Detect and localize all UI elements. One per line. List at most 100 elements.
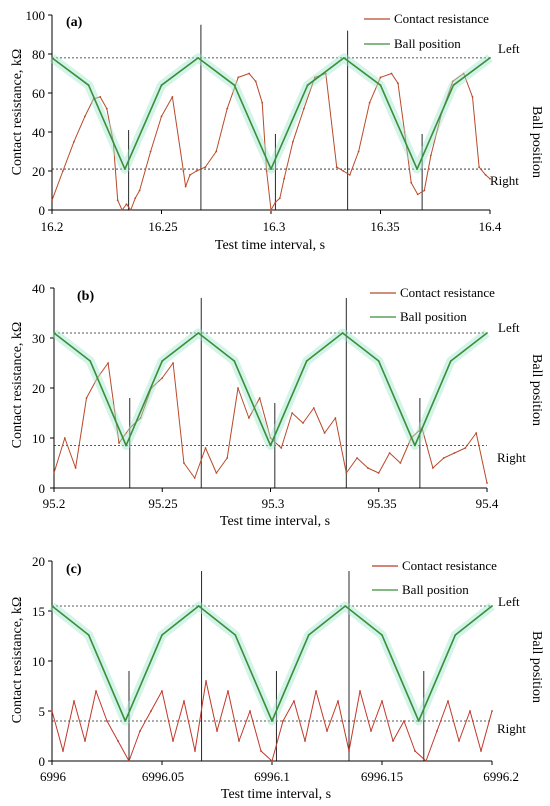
panel-b-xtick-2: 95.3	[262, 496, 285, 511]
panel-b-contact-resistance-point	[323, 432, 326, 434]
panel-c-xtick-1: 6996.05	[142, 769, 184, 784]
panel-a-ball-position-point	[124, 168, 126, 171]
panel-b-contact-resistance-point	[53, 472, 55, 474]
panel-a-contact-resistance-point	[51, 199, 53, 202]
panel-a-contact-resistance-point	[248, 72, 251, 75]
panel-b-contact-resistance-point	[204, 447, 207, 449]
panel-c-xtick-4: 6996.2	[483, 769, 519, 784]
panel-c-xtick-0: 6996	[40, 769, 67, 784]
panel-b-ball-position-point	[449, 360, 452, 362]
panel-a-contact-resistance-point	[160, 115, 163, 118]
panel-a-ball-position-point	[452, 84, 455, 87]
panel-c-contact-resistance-point	[106, 720, 108, 722]
panel-b-legend-resistance: Contact resistance	[400, 285, 495, 300]
panel-c-contact-resistance-point	[425, 760, 427, 762]
panel-a-xlabel: Test time interval, s	[215, 238, 325, 253]
panel-a-contact-resistance-point	[265, 170, 268, 172]
panel-c-contact-resistance-point	[95, 690, 97, 692]
panel-b-ylabel: Contact resistance, kΩ	[10, 322, 25, 449]
panel-b-xtick-1: 95.25	[148, 496, 177, 511]
panel-b-ball-position-point	[197, 332, 200, 334]
panel-c-ylabel: Contact resistance, kΩ	[10, 597, 25, 724]
panel-a-contact-resistance-point	[84, 115, 86, 118]
panel-a-ball-position-point	[379, 84, 382, 87]
panel-c-contact-resistance-point	[359, 690, 361, 692]
panel-c-ytick-1: 5	[39, 704, 46, 719]
panel-c-contact-resistance-point	[414, 750, 416, 752]
panel-a-ref-right-label: Right	[490, 173, 519, 188]
panel-c-ball-position-line	[51, 605, 493, 722]
panel-a-contact-resistance-point	[313, 76, 316, 79]
panel-a-ytick-2: 40	[32, 125, 45, 140]
panel-b-ball-position-point	[89, 360, 92, 362]
panel-b-contact-resistance-point	[388, 452, 391, 454]
panel-b-contact-resistance-point	[183, 462, 185, 464]
panel-a-ball-position-point	[416, 168, 418, 171]
panel-c-ytick-3: 15	[32, 604, 45, 619]
panel-b-contact-resistance-point	[334, 417, 337, 419]
panel-b-contact-resistance-point	[237, 387, 239, 389]
panel-b-contact-resistance-point	[226, 457, 229, 459]
panel-c-contact-resistance-point	[161, 690, 163, 692]
panel-a-xtick-0: 16.2	[41, 219, 64, 234]
panel-a-contact-resistance-point	[195, 170, 198, 172]
panel-a-contact-resistance-point	[416, 193, 419, 196]
panel-c-legend-resistance: Contact resistance	[402, 558, 497, 573]
panel-b-contact-resistance-point	[453, 452, 456, 454]
panel-c-contact-resistance-point	[348, 750, 350, 752]
panel-c-contact-resistance-point	[216, 730, 218, 732]
panel-c-contact-resistance-point	[139, 730, 141, 732]
panel-c-ytick-4: 20	[32, 554, 45, 569]
panel-b-contact-resistance-point	[63, 437, 66, 439]
panel-c-ball-position-point	[271, 720, 273, 722]
panel-c-plot	[48, 560, 495, 765]
panel-a-contact-resistance-point	[397, 82, 399, 85]
panel-a-contact-resistance-point	[215, 150, 218, 153]
panel-a-ball-position-point	[197, 57, 200, 59]
panel-b-xtick-0: 95.2	[43, 496, 66, 511]
panel-b-contact-resistance-point	[356, 457, 358, 459]
panel-a-contact-resistance-point	[226, 107, 229, 110]
panel-b-contact-resistance-point	[312, 407, 315, 409]
panel-a-contact-resistance-point	[403, 131, 406, 133]
panel-c-legend: Contact resistance Ball position	[372, 558, 497, 597]
panel-a-contact-resistance-point	[357, 150, 360, 153]
panel-c-ref-right-label: Right	[497, 721, 526, 736]
panel-c-xtick-2: 6996.1	[254, 769, 290, 784]
panel-c-ball-position-point	[454, 634, 457, 636]
panel-b-ball-position-line	[53, 332, 488, 447]
panel-a-contact-resistance-point	[335, 166, 338, 169]
panel-b-xtick-4: 95.4	[476, 496, 499, 511]
panel-b-ytick-3: 30	[32, 331, 45, 346]
panel-a-right-label: Ball position	[529, 106, 544, 178]
panel-a-contact-resistance-point	[134, 197, 137, 200]
panel-b-ball-position-point	[341, 332, 344, 334]
panel-a-ball-position-point	[160, 84, 163, 87]
panel-a-contact-resistance-point	[489, 177, 491, 180]
panel-a-ytick-4: 80	[32, 47, 45, 62]
panel-a-contact-resistance-point	[116, 199, 119, 202]
panel-b-contact-resistance-point	[367, 467, 369, 469]
panel-c: (c) 0 5 10 15 20 6996 6996.05 6996.1 699…	[10, 554, 544, 802]
panel-a-xtick-4: 16.4	[479, 219, 502, 234]
panel-b-contact-resistance-point	[248, 417, 250, 419]
panel-a-contact-resistance-point	[105, 107, 108, 110]
panel-a-xtick-3: 16.35	[370, 219, 399, 234]
panel-a-ball-position-point	[270, 168, 272, 171]
panel-a: (a) 0 20 40 60 80 100 16.2 16.25 16.3 16…	[10, 8, 544, 253]
panel-a-contact-resistance-point	[451, 80, 454, 83]
panel-b-contact-resistance-point	[118, 442, 120, 444]
panel-b-contact-resistance-point	[475, 432, 478, 434]
panel-c-contact-resistance-point	[436, 730, 438, 732]
panel-a-plot	[48, 14, 493, 214]
panel-b-contact-resistance-point	[442, 457, 445, 459]
panel-c-contact-resistance-point	[403, 720, 405, 722]
panel-c-ytick-0: 0	[39, 754, 46, 769]
panel-c-contact-resistance-point	[282, 720, 284, 722]
panel-c-contact-resistance-point	[315, 690, 317, 692]
panel-c-contact-resistance-point	[238, 740, 240, 742]
panel-c-contact-resistance-point	[469, 710, 471, 712]
panel-a-ytick-5: 100	[26, 8, 46, 23]
panel-a-contact-resistance-point	[462, 72, 465, 75]
panel-c-ball-position-point	[87, 634, 90, 636]
